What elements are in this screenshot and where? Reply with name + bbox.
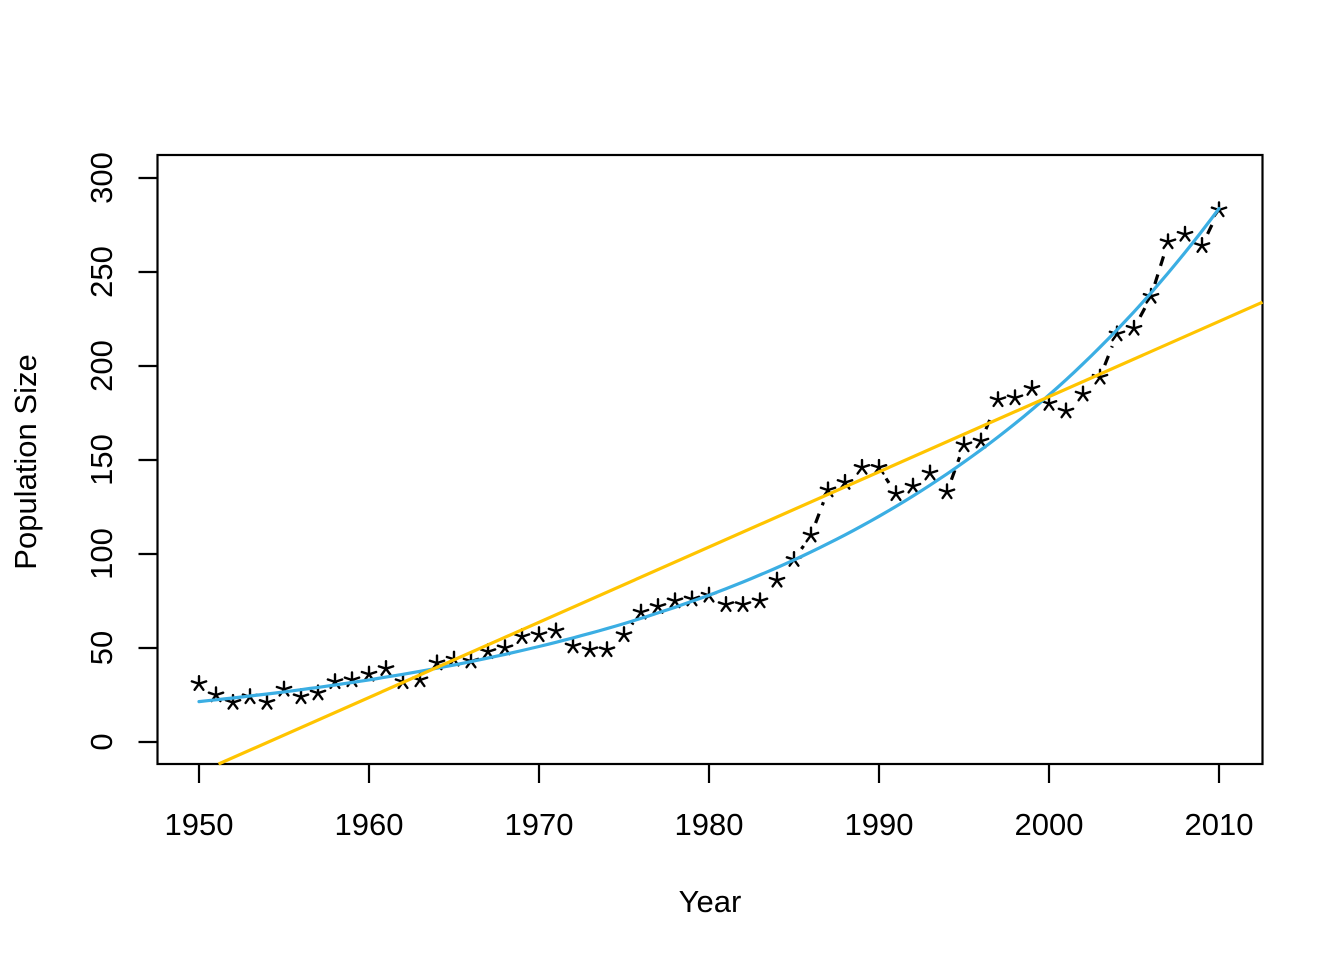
data-point-asterisk [1040, 394, 1058, 411]
data-point-asterisk [734, 596, 752, 613]
data-point-asterisk [1176, 225, 1194, 242]
data-point-asterisk [853, 458, 871, 475]
data-point-asterisk [921, 464, 939, 481]
data-point-asterisk [768, 571, 786, 588]
data-point-asterisk [1193, 236, 1211, 253]
data-point-asterisk [802, 526, 820, 543]
data-point-asterisk [904, 477, 922, 494]
dashed-connector-segment [984, 411, 995, 430]
dashed-connector-segment [814, 501, 825, 524]
data-point-asterisk [632, 603, 650, 620]
x-tick-label: 2000 [1015, 807, 1084, 842]
exponential-fit-line [197, 207, 1221, 704]
dashed-connector-segment [1138, 307, 1147, 318]
y-tick-label: 250 [84, 246, 119, 298]
data-point-asterisk [1074, 385, 1092, 402]
y-axis-title: Population Size [8, 354, 43, 569]
x-tick-label: 1960 [335, 807, 404, 842]
x-tick-label: 2010 [1185, 807, 1254, 842]
dashed-connector-segment [1206, 221, 1215, 235]
dashed-connector-segment [949, 456, 962, 481]
data-point-asterisk [581, 641, 599, 658]
dashed-connector-segment [884, 477, 891, 484]
data-point-asterisk [530, 626, 548, 643]
data-point-asterisk [190, 675, 208, 691]
data-point-asterisk [377, 659, 395, 676]
plot-frame [156, 153, 1264, 766]
x-tick-label: 1970 [505, 807, 574, 842]
data-point-asterisk [955, 436, 973, 453]
data-point-asterisk [598, 641, 616, 658]
dashed-connector-segment [1153, 253, 1166, 285]
x-tick-label: 1950 [165, 807, 234, 842]
data-point-asterisk [1006, 389, 1024, 406]
y-tick-label: 50 [84, 631, 119, 665]
data-point-asterisk [887, 485, 905, 502]
y-tick-label: 150 [84, 434, 119, 486]
data-point-asterisk [360, 665, 378, 682]
data-point-asterisk [938, 483, 956, 500]
y-tick-label: 200 [84, 340, 119, 392]
data-point-asterisk [547, 622, 565, 639]
data-point-asterisk [1125, 319, 1143, 336]
data-point-asterisk [1057, 402, 1075, 419]
dashed-connector-segment [1103, 345, 1114, 366]
y-tick-label: 0 [84, 733, 119, 750]
y-tick-label: 100 [84, 528, 119, 580]
dashed-connector-segment [630, 621, 635, 626]
data-point-asterisk [292, 688, 310, 705]
data-point-asterisk [258, 693, 276, 710]
data-point-asterisk [564, 637, 582, 654]
x-axis-title: Year [679, 884, 742, 919]
data-point-asterisk [972, 432, 990, 449]
linear-fit-line [217, 300, 1264, 766]
data-point-asterisk [717, 596, 735, 613]
y-tick-label: 300 [84, 152, 119, 204]
data-point-asterisk [1108, 325, 1126, 342]
data-point-asterisk [1023, 379, 1041, 396]
data-point-asterisk [649, 597, 667, 614]
data-point-asterisk [615, 626, 633, 643]
data-points [190, 201, 1228, 710]
data-point-asterisk [1159, 233, 1177, 250]
dashed-connector-segment [800, 544, 805, 550]
data-point-asterisk [989, 391, 1007, 408]
data-point-asterisk [751, 592, 769, 609]
x-tick-label: 1980 [675, 807, 744, 842]
x-tick-label: 1990 [845, 807, 914, 842]
